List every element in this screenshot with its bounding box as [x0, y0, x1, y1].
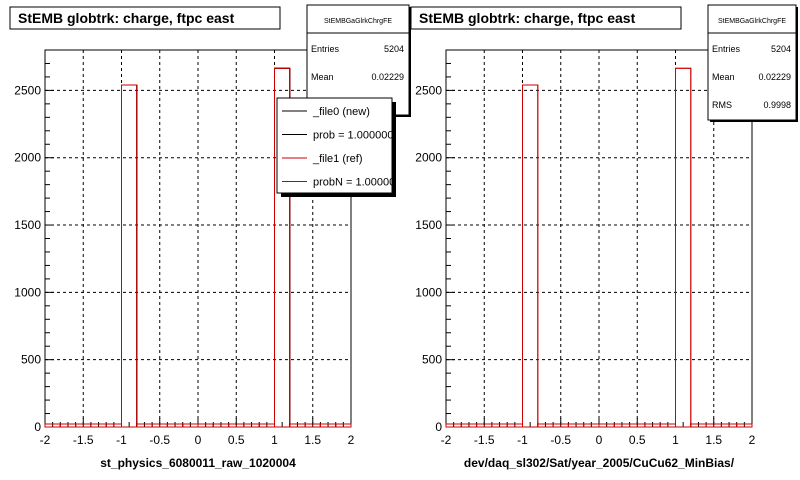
x-tick-label: -1.5 [474, 433, 495, 447]
stats-box [707, 4, 797, 121]
x-axis-label: dev/daq_sl302/Sat/year_2005/CuCu62_MinBi… [464, 456, 735, 470]
stats-name: StEMBGaGlrkChrgFE [324, 18, 392, 25]
y-tick-label: 500 [422, 353, 442, 367]
y-tick-label: 500 [21, 353, 41, 367]
x-tick-label: 0.5 [228, 433, 245, 447]
legend-label: probN = 1.000000 [313, 177, 401, 189]
x-tick-label: 0 [596, 433, 603, 447]
chart-panel-2: -2 -1.5 -1 -0.5 0 0.5 1 1.5 2 0 500 1000 1500 2000 250… [410, 4, 798, 470]
title-box [410, 6, 682, 30]
stats-label: Mean [712, 72, 735, 82]
y-tick-label: 1500 [415, 218, 442, 232]
x-tick-label: -1 [116, 433, 127, 447]
histogram-bin [522, 84, 539, 428]
title-box [9, 6, 281, 30]
histogram-bin [274, 67, 291, 428]
stats-label: Entries [712, 44, 741, 54]
legend-label: prob = 1.000000 [313, 130, 393, 142]
x-tick-label: 0 [195, 433, 202, 447]
stats-value: 0.02229 [371, 72, 404, 82]
stats-value: 0.9998 [763, 100, 791, 110]
y-tick-label: 1000 [14, 285, 41, 299]
x-tick-label: 1 [271, 433, 278, 447]
histogram-bin [675, 67, 692, 428]
x-tick-label: -1 [517, 433, 528, 447]
histogram-bin [335, 423, 352, 428]
chart-title: StEMB globtrk: charge, ftpc east [419, 10, 636, 26]
y-tick-label: 2000 [14, 151, 41, 165]
x-tick-label: -1.5 [73, 433, 94, 447]
x-tick-label: -2 [40, 433, 51, 447]
legend-label: _file0 (new) [312, 106, 370, 118]
stats-label: RMS [712, 100, 732, 110]
x-tick-label: 1.5 [304, 433, 321, 447]
stats-box [306, 4, 410, 116]
x-tick-label: -0.5 [149, 433, 170, 447]
chart-title: StEMB globtrk: charge, ftpc east [18, 10, 235, 26]
y-tick-label: 0 [435, 420, 442, 434]
stats-label: Entries [311, 44, 340, 54]
histogram-bin [121, 84, 138, 428]
y-tick-label: 2000 [415, 151, 442, 165]
legend-label: _file1 (ref) [312, 153, 363, 165]
y-tick-label: 2500 [415, 83, 442, 97]
stats-value: 5204 [384, 44, 404, 54]
stats-name: StEMBGaGlrkChrgFE [718, 18, 786, 25]
stats-value: 0.02229 [758, 72, 791, 82]
x-axis-label: st_physics_6080011_raw_1020004 [100, 456, 296, 470]
y-tick-label: 1500 [14, 218, 41, 232]
histogram-bin [736, 423, 753, 428]
y-tick-label: 1000 [415, 285, 442, 299]
legend-frame [276, 97, 393, 194]
x-tick-label: 1.5 [705, 433, 722, 447]
legend-box: _file0 (new) prob = 1.000000 _file1 (ref) p… [276, 97, 401, 197]
x-tick-label: 0.5 [629, 433, 646, 447]
x-tick-label: -0.5 [550, 433, 571, 447]
stats-value: 5204 [771, 44, 791, 54]
x-tick-label: 2 [749, 433, 756, 447]
x-tick-label: 1 [672, 433, 679, 447]
y-tick-label: 2500 [14, 83, 41, 97]
x-tick-label: -2 [441, 433, 452, 447]
legend-entries: _file0 (new) prob = 1.000000 _file1 (ref) p… [282, 106, 401, 189]
stats-label: Mean [311, 72, 334, 82]
x-tick-label: 2 [348, 433, 355, 447]
y-tick-label: 0 [34, 420, 41, 434]
chart-panel-1: -2 -1.5 -1 -0.5 0 0.5 1 1.5 2 0 500 1000 1500 2000 250… [9, 4, 411, 470]
